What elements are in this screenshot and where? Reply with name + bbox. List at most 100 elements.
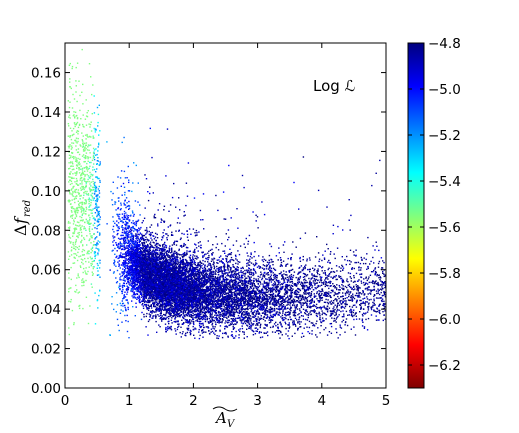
scatter-point [339, 300, 341, 302]
scatter-point [186, 260, 188, 262]
scatter-point [257, 324, 259, 326]
scatter-point [150, 291, 152, 294]
scatter-point [302, 156, 305, 158]
scatter-point [290, 309, 292, 312]
scatter-point [262, 312, 264, 314]
scatter-point [304, 313, 307, 315]
scatter-point [165, 312, 167, 314]
scatter-point [181, 302, 183, 304]
scatter-point [289, 286, 291, 288]
scatter-point [188, 267, 191, 269]
scatter-point [315, 278, 317, 281]
scatter-point [212, 252, 214, 254]
scatter-point [334, 298, 336, 301]
scatter-point [213, 265, 215, 267]
scatter-point [306, 306, 309, 308]
scatter-point [272, 288, 275, 290]
scatter-point [134, 268, 136, 270]
scatter-point [351, 288, 353, 290]
scatter-point [249, 318, 251, 320]
scatter-point [251, 299, 254, 302]
scatter-point [155, 265, 157, 268]
scatter-point [265, 273, 267, 275]
scatter-point [184, 253, 186, 255]
scatter-point [280, 283, 283, 285]
scatter-point [304, 293, 306, 295]
scatter-point [332, 283, 334, 285]
scatter-point [325, 277, 327, 279]
scatter-point [162, 258, 165, 260]
scatter-point [271, 287, 273, 290]
scatter-point [217, 287, 220, 290]
scatter-point [148, 313, 150, 315]
scatter-point [324, 292, 326, 294]
scatter-point [324, 283, 327, 285]
scatter-point [211, 308, 213, 310]
scatter-point [380, 288, 382, 290]
scatter-point [207, 300, 209, 303]
scatter-point [242, 282, 244, 284]
scatter-point [196, 307, 199, 309]
scatter-point [188, 299, 190, 301]
scatter-point [375, 311, 377, 313]
scatter-point [209, 312, 212, 315]
scatter-point [237, 266, 239, 269]
scatter-point [185, 307, 188, 309]
scatter-point [313, 301, 315, 303]
scatter-point [319, 313, 321, 315]
scatter-point [262, 318, 265, 320]
scatter-point [352, 311, 355, 314]
scatter-point [199, 241, 201, 243]
scatter-point [287, 302, 289, 304]
scatter-point [232, 298, 235, 301]
scatter-point [265, 304, 267, 306]
scatter-point [384, 303, 386, 305]
scatter-point [318, 290, 320, 292]
scatter-point [253, 283, 255, 285]
scatter-point [326, 282, 328, 284]
scatter-point [257, 302, 259, 304]
scatter-point [246, 265, 248, 267]
scatter-point [218, 322, 220, 324]
scatter-point [310, 294, 313, 296]
scatter-point [351, 306, 354, 308]
scatter-point [254, 297, 256, 299]
scatter-point [243, 272, 245, 275]
scatter-point [185, 291, 187, 293]
scatter-point [349, 263, 351, 265]
scatter-point [174, 252, 176, 254]
scatter-point [201, 310, 203, 312]
scatter-point [352, 281, 355, 283]
scatter-point [246, 303, 249, 306]
scatter-point [167, 312, 169, 314]
scatter-point [306, 299, 308, 301]
scatter-point [232, 324, 235, 326]
scatter-point [162, 261, 165, 263]
scatter-point [307, 314, 310, 316]
scatter-point [184, 264, 187, 266]
scatter-point [241, 319, 243, 321]
scatter-point [320, 325, 322, 327]
scatter-point [361, 318, 364, 320]
scatter-point [238, 285, 241, 288]
scatter-point [236, 304, 238, 306]
scatter-point [303, 279, 305, 281]
scatter-point [189, 319, 191, 321]
scatter-point [212, 325, 214, 328]
scatter-point [227, 335, 229, 337]
scatter-point [212, 259, 214, 261]
scatter-point [174, 302, 176, 304]
scatter-point [210, 306, 213, 308]
scatter-point [178, 262, 180, 264]
scatter-point [356, 289, 358, 291]
scatter-point [257, 299, 259, 301]
scatter-point [276, 277, 278, 279]
scatter-point [313, 269, 315, 272]
scatter-point [192, 297, 194, 300]
scatter-point [332, 313, 334, 315]
scatter-point [166, 233, 168, 235]
scatter-point [270, 290, 272, 292]
scatter-point [275, 321, 277, 324]
scatter-point [301, 296, 304, 299]
scatter-point [365, 262, 367, 265]
